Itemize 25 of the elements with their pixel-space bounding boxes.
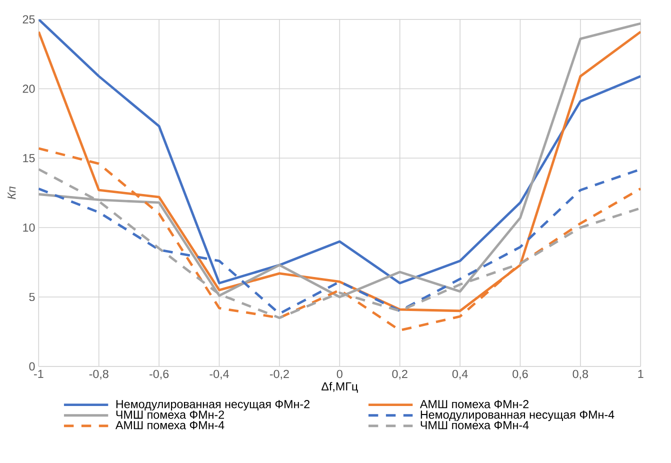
x-tick-label: -0,6	[150, 370, 169, 380]
legend-label: Немодулированная несущая ФМн-2	[116, 400, 310, 411]
x-tick-label: 0,4	[452, 370, 468, 380]
x-tick-label: -0,4	[210, 370, 229, 380]
x-tick-label: 0,6	[512, 370, 528, 380]
x-axis-title: Δf,МГц	[322, 382, 358, 393]
y-tick-label: 0	[29, 362, 35, 371]
x-tick-label: -1	[34, 370, 44, 378]
x-tick-label: 0	[336, 370, 342, 378]
legend-label: АМШ помеха ФМн-4	[115, 421, 224, 430]
y-tick-label: 20	[22, 84, 35, 93]
legend-label: ЧМШ помеха ФМн-2	[116, 410, 224, 419]
y-axis-title: Кп	[8, 186, 16, 200]
y-tick-label: 5	[29, 292, 35, 302]
legend-label: ЧМШ помеха ФМн-4	[420, 421, 529, 430]
legend-label: АМШ помеха ФМн-2	[420, 400, 528, 408]
x-tick-label: 0,2	[392, 370, 408, 380]
y-tick-label: 10	[23, 223, 35, 232]
x-tick-label: -0,2	[270, 370, 289, 380]
x-tick-label: 1	[638, 370, 644, 378]
y-tick-label: 25	[22, 15, 35, 24]
x-tick-label: -0,8	[89, 370, 108, 380]
y-tick-label: 15	[23, 154, 35, 162]
legend-label: Немодулированная несущая ФМн-4	[420, 410, 614, 422]
x-tick-label: 0,8	[572, 370, 588, 380]
